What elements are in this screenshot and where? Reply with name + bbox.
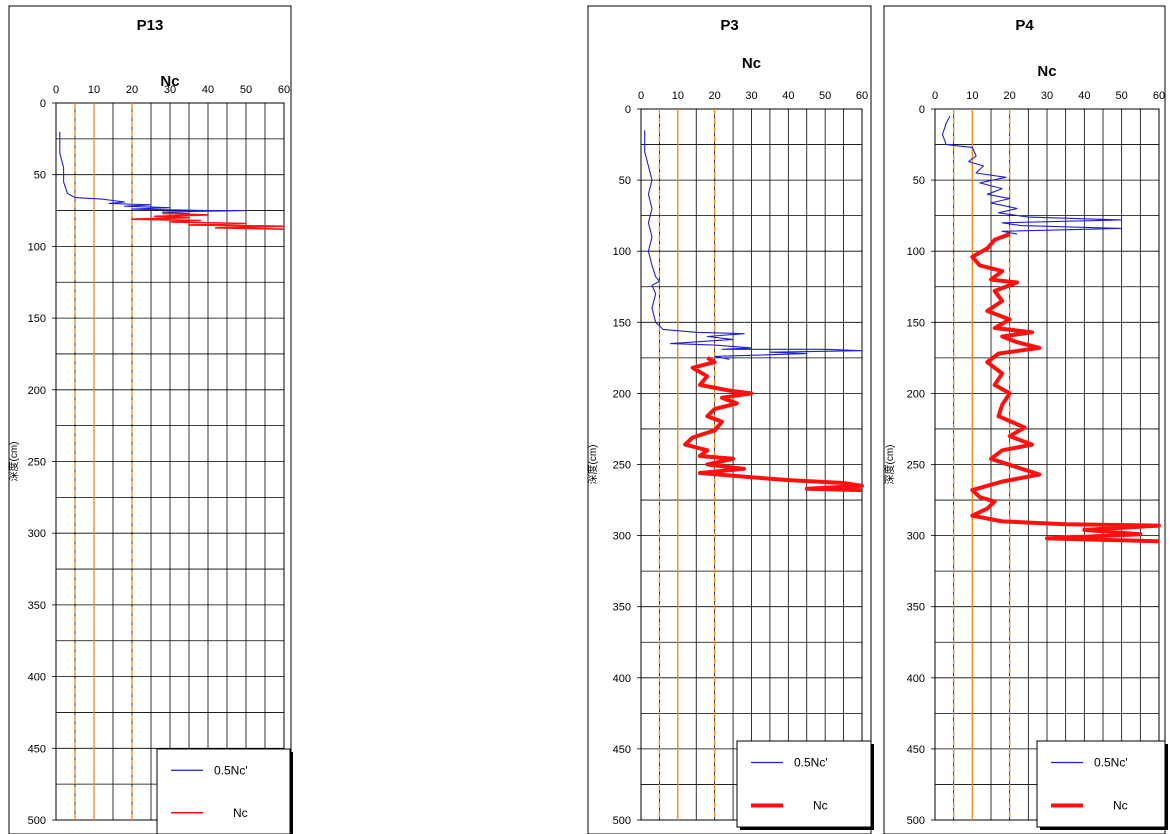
x-tick-label: 20 [709,90,721,102]
y-tick-label: 100 [28,241,46,253]
x-tick-label: 40 [782,90,794,102]
x-tick-label: 40 [202,84,214,96]
chart-title: P13 [137,17,164,34]
series-line-nc [970,232,1161,544]
y-axis-label: 深度(cm) [586,445,599,485]
legend-label: 0.5Nc' [214,763,248,777]
series-line-nc [131,212,285,230]
x-tick-label: 60 [1153,90,1165,102]
y-tick-label: 250 [613,460,631,472]
chart-title: P4 [1015,17,1034,34]
legend-label: 0.5Nc' [1094,756,1128,770]
y-tick-label: 500 [613,815,631,827]
y-tick-label: 50 [913,175,925,187]
y-tick-label: 150 [28,313,46,325]
chart-p3: P3 Nc 0 10 20 30 40 50 60 0 50 100 150 200 250 300 350 40… [586,5,874,834]
x-axis-label: Nc [160,73,179,90]
y-tick-label: 450 [907,744,925,756]
y-tick-label: 350 [613,602,631,614]
x-tick-label: 20 [1004,90,1016,102]
y-tick-label: 400 [613,673,631,685]
y-axis-label: 深度(cm) [883,445,896,485]
y-tick-label: 100 [613,246,631,258]
y-tick-label: 50 [34,170,46,182]
y-tick-label: 0 [40,98,46,110]
x-tick-label: 30 [745,90,757,102]
x-tick-label: 0 [638,90,644,102]
legend-box [1036,740,1166,828]
y-tick-label: 250 [907,460,925,472]
y-tick-label: 350 [28,600,46,612]
x-tick-label: 40 [1078,90,1090,102]
series-line-nc [683,356,864,493]
y-tick-label: 200 [613,388,631,400]
legend-box [156,748,291,834]
x-tick-label: 10 [672,90,684,102]
y-tick-label: 100 [907,246,925,258]
y-axis-label: 深度(cm) [7,442,20,482]
x-tick-label: 20 [126,84,138,96]
y-tick-label: 200 [28,385,46,397]
x-tick-label: 10 [966,90,978,102]
chart-frame [883,5,1166,834]
y-tick-label: 450 [28,743,46,755]
y-tick-label: 400 [28,672,46,684]
x-tick-label: 50 [819,90,831,102]
x-tick-label: 0 [53,84,59,96]
legend-label: Nc [813,799,828,813]
y-tick-label: 400 [907,673,925,685]
chart-frame [8,5,292,834]
y-tick-label: 150 [613,317,631,329]
series-line-half-nc-prime [941,115,1123,235]
x-axis-label: Nc [742,55,761,72]
series-line-half-nc-prime [59,131,247,214]
legend-box [736,740,872,828]
x-tick-label: 50 [1116,90,1128,102]
chart-title: P3 [720,17,738,34]
x-tick-label: 0 [932,90,938,102]
y-tick-label: 50 [619,175,631,187]
legend-label: Nc [1113,799,1128,813]
y-tick-label: 300 [28,528,46,540]
y-tick-label: 500 [28,815,46,827]
y-tick-label: 300 [613,531,631,543]
legend-label: 0.5Nc' [794,756,828,770]
legend-label: Nc [233,806,248,820]
y-tick-label: 0 [919,104,925,116]
x-tick-label: 30 [1041,90,1053,102]
x-tick-label: 60 [856,90,868,102]
chart-p4: P4 Nc 0 10 20 30 40 50 60 0 50 100 150 200 250 300 350 40… [883,5,1168,834]
y-tick-label: 450 [613,744,631,756]
x-tick-label: 50 [240,84,252,96]
x-axis-label: Nc [1037,63,1056,80]
y-tick-label: 500 [907,815,925,827]
y-tick-label: 250 [28,457,46,469]
y-tick-label: 150 [907,317,925,329]
y-tick-label: 350 [907,602,925,614]
y-tick-label: 0 [625,104,631,116]
series-line-half-nc-prime [644,130,863,360]
chart-p13: P13 Nc 0 10 20 30 40 50 60 0 50 100 150 200 250 300 350 4… [7,5,293,834]
chart-frame [587,5,872,834]
x-tick-label: 30 [164,84,176,96]
x-tick-label: 60 [278,84,290,96]
x-tick-label: 10 [88,84,100,96]
y-tick-label: 300 [907,531,925,543]
y-tick-label: 200 [907,388,925,400]
